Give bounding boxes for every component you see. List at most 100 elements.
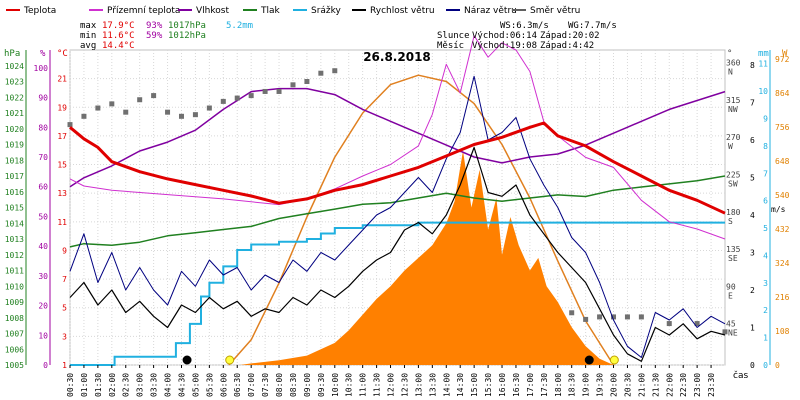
- axis-w-tick: 0: [775, 361, 780, 370]
- stat-min-press: 1012hPa: [168, 31, 206, 41]
- axis-hpa-tick: 1009: [5, 298, 24, 307]
- axis-temp-tick: 19: [57, 103, 67, 112]
- wind-direction-points: [67, 68, 728, 335]
- axis-hpa-tick: 1018: [5, 156, 24, 165]
- wind-direction-point: [123, 109, 129, 115]
- axis-direction-tick: 360: [726, 59, 741, 68]
- axis-direction-name: N: [728, 68, 733, 77]
- x-tick-label: 11:00: [359, 373, 368, 397]
- axis-direction-tick: 90: [726, 282, 736, 291]
- axis-pct-tick: 90: [38, 94, 48, 103]
- axis-pct-tick: 60: [38, 183, 48, 192]
- axis-ms-tick: 7: [750, 99, 755, 108]
- x-tick-label: 06:00: [219, 373, 228, 397]
- axis-mm-tick: 0: [763, 361, 768, 370]
- wind-direction-point: [81, 113, 87, 119]
- axis-direction-name: NW: [728, 105, 738, 114]
- wind-direction-point: [694, 321, 700, 327]
- wind-gust-series-line: [69, 75, 726, 358]
- stat-moon-set: Západ:4:42: [540, 41, 594, 51]
- moonset-marker: [182, 355, 192, 365]
- axis-hpa-tick: 1017: [5, 172, 24, 181]
- axis-ms-label: m/s: [771, 205, 786, 214]
- axis-ms-tick: 6: [750, 136, 755, 145]
- x-tick-label: 02:30: [122, 373, 131, 397]
- x-tick-label: 10:30: [345, 373, 354, 397]
- x-tick-label: 06:30: [233, 373, 242, 397]
- wind-direction-point: [137, 97, 143, 103]
- axis-w-tick: 756: [775, 123, 790, 132]
- axis-mm-tick: 3: [763, 279, 768, 288]
- humidity-series-line: [69, 87, 726, 188]
- x-tick-label: 05:30: [205, 373, 214, 397]
- axis-temp-tick: 13: [57, 189, 67, 198]
- x-tick-label: 17:00: [526, 373, 535, 397]
- axis-direction-tick: 270: [726, 133, 741, 142]
- axis-w-tick: 540: [775, 191, 790, 200]
- axis-pct-label: %: [40, 49, 46, 59]
- axis-mm-tick: 10: [758, 87, 768, 96]
- axis-mm-tick: 9: [763, 114, 768, 123]
- x-tick-label: 22:30: [679, 373, 688, 397]
- x-tick-label: 07:30: [261, 373, 270, 397]
- axis-hpa-tick: 1013: [5, 235, 24, 244]
- axis-mm-label: mm: [758, 49, 769, 59]
- axis-hpa-tick: 1011: [5, 267, 24, 276]
- legend-label-6: Náraz větru: [464, 6, 517, 16]
- x-tick-label: 16:30: [512, 373, 521, 397]
- stat-min-label: min: [80, 31, 96, 41]
- x-tick-label: 02:00: [108, 373, 117, 397]
- wind-direction-point: [583, 316, 589, 322]
- x-tick-label: 04:00: [164, 373, 173, 397]
- wind-direction-point: [318, 70, 324, 76]
- wind-direction-point: [109, 101, 115, 107]
- axis-temp-tick: 15: [57, 161, 67, 170]
- axis-hpa-tick: 1015: [5, 204, 24, 213]
- stat-sun-set: Západ:20:02: [540, 31, 600, 41]
- wind-direction-point: [67, 122, 73, 128]
- axis-direction-name: SE: [728, 254, 738, 263]
- wind-direction-point: [220, 98, 226, 104]
- x-tick-label: 01:30: [94, 373, 103, 397]
- x-tick-label: 09:30: [317, 373, 326, 397]
- axis-hpa-tick: 1022: [5, 93, 24, 102]
- x-tick-label: 19:30: [596, 373, 605, 397]
- x-tick-label: 09:00: [303, 373, 312, 397]
- axis-temp-tick: 17: [57, 132, 67, 141]
- axis-hpa-tick: 1005: [5, 361, 24, 370]
- wind-direction-point: [192, 112, 198, 118]
- x-tick-label: 01:00: [80, 373, 89, 397]
- axis-w-tick: 432: [775, 225, 790, 234]
- axis-hpa-tick: 1010: [5, 282, 24, 291]
- axis-mm-tick: 5: [763, 224, 768, 233]
- axis-ms-tick: 5: [750, 174, 755, 183]
- axis-pct-tick: 70: [38, 153, 48, 162]
- axis-ms-tick: 1: [750, 324, 755, 333]
- x-tick-label: 11:30: [373, 373, 382, 397]
- wind-direction-point: [569, 310, 575, 316]
- axis-mm-tick: 1: [763, 334, 768, 343]
- legend-label-1: Přízemní teplota: [107, 6, 180, 16]
- wind-direction-point: [666, 321, 672, 327]
- axis-mm-tick: 6: [763, 197, 768, 206]
- temperature-series-line: [69, 121, 726, 215]
- wind-direction-point: [248, 93, 254, 99]
- axis-temp-tick: 1: [62, 361, 67, 370]
- axis-mm-tick: 4: [763, 251, 768, 260]
- axis-w-tick: 648: [775, 157, 790, 166]
- sunrise-marker: [225, 355, 235, 365]
- legend: Teplota Přízemní teplota Vlhkost Tlak Srážky…: [6, 6, 580, 16]
- axis-temp-tick: 3: [62, 332, 67, 341]
- axis-direction-tick: 45: [726, 320, 736, 329]
- axis-temp-label: °C: [57, 49, 68, 59]
- stat-sun-label: Slunce: [437, 31, 470, 41]
- x-tick-label: 18:00: [554, 373, 563, 397]
- chart-title: 26.8.2018: [363, 50, 431, 64]
- legend-label-0: Teplota: [23, 6, 56, 16]
- axis-direction-tick: 135: [726, 245, 741, 254]
- axis-ms-tick: 4: [750, 211, 755, 220]
- legend-label-5: Rychlost větru: [370, 6, 435, 16]
- x-tick-label: 18:30: [568, 373, 577, 397]
- axis-direction-tick: 315: [726, 96, 741, 105]
- x-tick-label: 03:30: [150, 373, 159, 397]
